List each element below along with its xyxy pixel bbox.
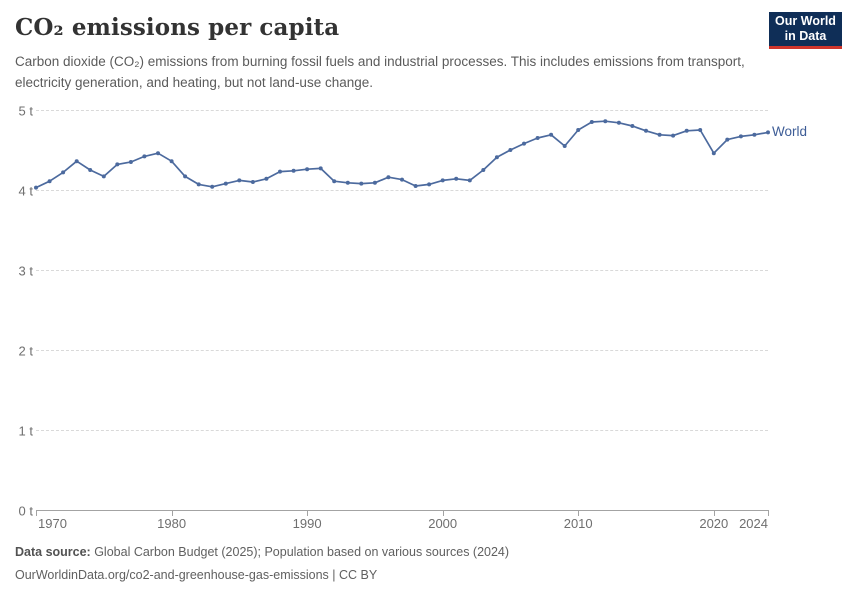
x-axis-label-1990: 1990	[292, 516, 322, 531]
owid-logo-line2: in Data	[784, 29, 827, 43]
owid-logo-line1: Our World	[775, 13, 836, 28]
x-axis-label-2000: 2000	[428, 516, 458, 531]
y-axis-label-5t: 5 t	[18, 103, 33, 119]
world-series-points[interactable]	[34, 119, 770, 190]
x-axis-tick-1980	[171, 510, 173, 516]
y-axis-label-0t: 0 t	[18, 503, 33, 519]
x-axis-tick-2020	[713, 510, 715, 516]
y-axis-label-1t: 1 t	[18, 423, 33, 439]
footer-license-link[interactable]: OurWorldinData.org/co2-and-greenhouse-ga…	[15, 568, 378, 582]
x-axis-label-2024: 2024	[739, 516, 768, 531]
gridline-2t	[36, 350, 768, 351]
y-axis-label-2t: 2 t	[18, 343, 33, 359]
gridline-1t	[36, 430, 768, 431]
chart-subtitle: Carbon dioxide (CO₂) emissions from burn…	[15, 54, 745, 91]
line-chart[interactable]: 5 t 4 t 3 t 2 t 1 t 0 t 1970 1980 1990 2…	[0, 0, 850, 540]
x-axis-label-1970: 1970	[38, 516, 67, 531]
x-axis-tick-1990	[307, 510, 309, 516]
gridline-3t	[36, 270, 768, 271]
x-axis-tick-2010	[578, 510, 580, 516]
x-axis-label-1980: 1980	[157, 516, 187, 531]
owid-logo: Our World in Data	[769, 12, 842, 49]
x-axis-label-2020: 2020	[699, 516, 729, 531]
gridline-5t	[36, 110, 768, 111]
x-axis-line	[36, 510, 768, 511]
footer-data-source-label: Data source:	[15, 545, 91, 559]
x-axis-tick-1970	[36, 510, 37, 516]
x-axis-label-2010: 2010	[563, 516, 593, 531]
chart-canvas[interactable]	[0, 0, 850, 540]
y-axis-label-4t: 4 t	[18, 183, 33, 199]
world-series-label[interactable]: World	[772, 123, 808, 139]
gridline-4t	[36, 190, 768, 191]
x-axis-tick-2024	[768, 510, 769, 516]
chart-title: CO₂ emissions per capita	[15, 14, 340, 41]
x-axis-tick-2000	[442, 510, 444, 516]
footer-data-source-text: Global Carbon Budget (2025); Population …	[90, 545, 510, 559]
y-axis-label-3t: 3 t	[18, 263, 33, 279]
footer-data-source: Data source: Global Carbon Budget (2025)…	[15, 545, 509, 559]
